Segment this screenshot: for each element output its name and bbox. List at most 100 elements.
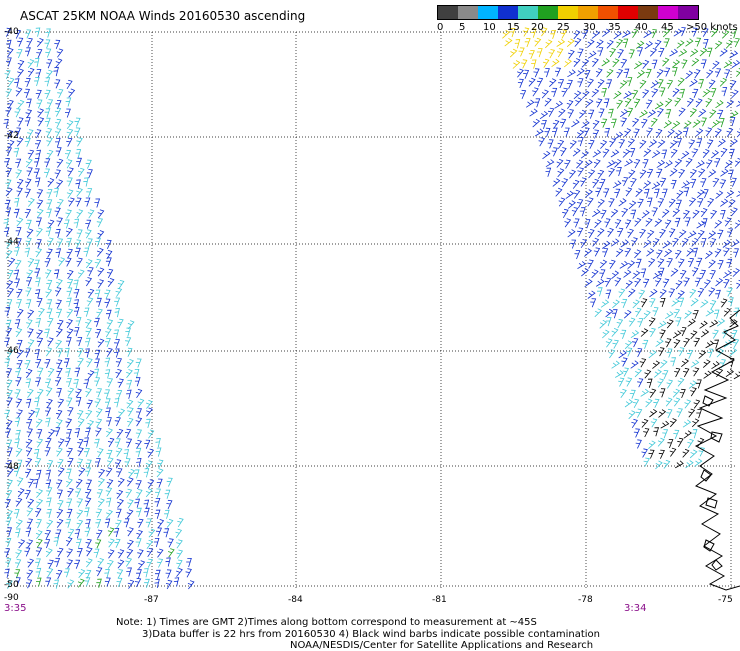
wind-barb xyxy=(16,170,22,179)
wind-barb xyxy=(148,430,154,438)
wind-barb xyxy=(85,468,90,477)
wind-barb xyxy=(128,469,134,477)
wind-barb xyxy=(54,558,59,567)
wind-barb xyxy=(118,409,124,417)
wind-barb xyxy=(127,418,133,427)
wind-barb xyxy=(730,51,738,58)
wind-barb xyxy=(79,569,85,577)
legend-swatch xyxy=(598,6,618,19)
wind-barb xyxy=(594,248,600,256)
wind-barb xyxy=(57,89,63,98)
wind-barb xyxy=(660,330,666,339)
wind-barb xyxy=(679,49,687,56)
wind-barb xyxy=(136,480,142,489)
wind-barb xyxy=(107,320,113,329)
wind-barb xyxy=(575,250,580,259)
wind-barb xyxy=(642,449,648,458)
wind-barb xyxy=(76,198,82,207)
wind-barb xyxy=(659,410,666,418)
wind-barb xyxy=(46,399,52,408)
wind-barb xyxy=(607,228,613,237)
wind-barb xyxy=(95,428,101,437)
wind-barb xyxy=(641,299,647,308)
wind-barb xyxy=(564,59,571,67)
wind-barb xyxy=(540,111,547,119)
wind-barb xyxy=(603,189,609,198)
wind-barb xyxy=(94,369,99,378)
wind-barb xyxy=(14,279,19,288)
wind-barb xyxy=(46,488,52,497)
wind-barb xyxy=(28,340,34,349)
wind-barb xyxy=(55,208,61,217)
legend-swatch xyxy=(518,6,538,19)
wind-barb xyxy=(643,90,649,98)
wind-barb xyxy=(17,69,23,77)
wind-barb xyxy=(604,99,609,108)
wind-barb xyxy=(686,39,693,47)
wind-barb xyxy=(628,289,635,297)
wind-barb xyxy=(520,90,525,99)
wind-barb xyxy=(708,170,715,178)
wind-barb xyxy=(68,580,74,588)
wind-barb xyxy=(685,400,691,408)
wind-barb xyxy=(669,289,675,298)
wind-barb xyxy=(26,448,32,457)
wind-barb xyxy=(664,460,670,468)
wind-barb xyxy=(118,550,124,559)
wind-barb xyxy=(96,419,102,428)
wind-barb xyxy=(653,271,661,278)
wind-barb xyxy=(46,128,52,137)
wind-barb xyxy=(116,358,122,367)
wind-barb xyxy=(14,198,19,207)
wind-barb xyxy=(580,239,586,247)
wind-barb xyxy=(6,490,12,499)
wind-barb xyxy=(699,109,706,117)
wind-barb xyxy=(651,81,659,88)
wind-barb xyxy=(35,508,41,517)
wind-barb xyxy=(107,450,112,459)
wind-barb xyxy=(155,489,160,498)
wind-barb xyxy=(46,509,51,518)
wind-barb xyxy=(644,458,650,467)
wind-barb xyxy=(147,548,153,557)
wind-barb xyxy=(621,299,626,308)
wind-barb xyxy=(28,60,34,68)
wind-barb xyxy=(572,208,578,217)
wind-barb xyxy=(636,440,642,449)
wind-barb xyxy=(105,338,110,347)
wind-barb xyxy=(667,129,674,137)
wind-barb xyxy=(663,58,669,66)
wind-barb xyxy=(14,510,19,519)
wind-barb xyxy=(54,188,59,197)
wind-barb xyxy=(58,399,64,408)
wind-barb xyxy=(44,540,49,549)
wind-barb xyxy=(88,210,94,219)
wind-barb xyxy=(114,340,119,349)
lon-label: -78 xyxy=(578,595,593,605)
wind-barb xyxy=(47,150,53,159)
wind-barb xyxy=(588,170,594,178)
wind-barb xyxy=(650,389,656,398)
wind-barb xyxy=(87,400,93,409)
wind-barb xyxy=(56,59,62,67)
wind-barb xyxy=(688,319,695,327)
wind-barb xyxy=(632,118,638,126)
wind-barb xyxy=(701,60,706,69)
wind-barb xyxy=(658,259,664,267)
wind-barb xyxy=(543,151,550,159)
wind-barb xyxy=(730,118,735,127)
wind-barb xyxy=(725,218,731,226)
wind-barb xyxy=(632,90,638,99)
wind-barb xyxy=(632,339,638,348)
wind-barb xyxy=(637,48,642,57)
wind-barb xyxy=(66,298,71,307)
wind-barb xyxy=(674,309,680,318)
wind-barb xyxy=(65,258,71,267)
wind-barb xyxy=(34,58,39,67)
wind-barb xyxy=(623,149,630,157)
wind-barb xyxy=(56,368,62,377)
wind-barb xyxy=(638,318,643,327)
wind-barb xyxy=(732,60,740,67)
wind-barb xyxy=(86,410,92,418)
wind-barb xyxy=(25,48,30,57)
